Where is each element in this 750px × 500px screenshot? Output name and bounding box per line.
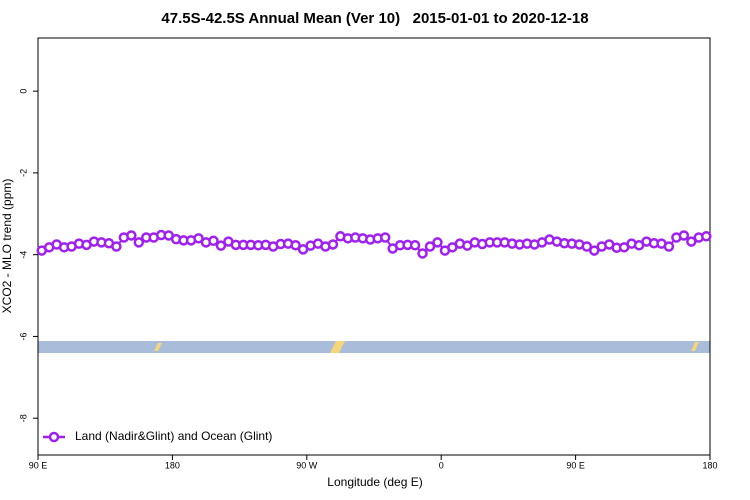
land-patch [154,343,162,351]
point [327,239,339,250]
x-axis-label: Longitude (deg E) [327,475,422,489]
legend-label: Land (Nadir&Glint) and Ocean (Glint) [75,429,272,443]
point [701,231,712,242]
x-tick-label: 90 W [296,460,318,470]
land-patch [691,342,699,351]
x-tick-label: 90 E [29,460,48,470]
y-tick-label: 0 [18,89,28,94]
point [379,232,391,243]
chart-title: 47.5S-42.5S Annual Mean (Ver 10) 2015-01… [161,10,588,27]
y-axis-label: XCO2 - MLO trend (ppm) [0,179,14,314]
x-tick-label: 90 E [566,460,585,470]
y-tick-label: -8 [18,414,28,422]
point [589,245,600,256]
y-tick-label: -2 [18,169,28,177]
point [686,236,697,247]
point [215,240,227,251]
x-tick-label: 180 [165,460,180,470]
point [663,241,675,252]
point [290,240,301,251]
land-mask-band [38,341,710,353]
x-tick-label: 180 [702,460,717,470]
y-tick-label: -6 [18,332,28,340]
land-patch [330,341,345,353]
point [424,241,436,252]
y-tick-label: -4 [18,251,28,259]
point [678,230,690,241]
point [417,248,428,259]
point [208,235,219,247]
legend-marker [48,431,60,443]
x-tick-label: 0 [439,460,444,470]
point [126,230,137,241]
point [193,233,204,244]
point [133,237,145,248]
point [432,237,443,248]
point [581,241,593,252]
point [111,241,122,252]
point [409,240,421,251]
plot-frame [37,37,711,456]
